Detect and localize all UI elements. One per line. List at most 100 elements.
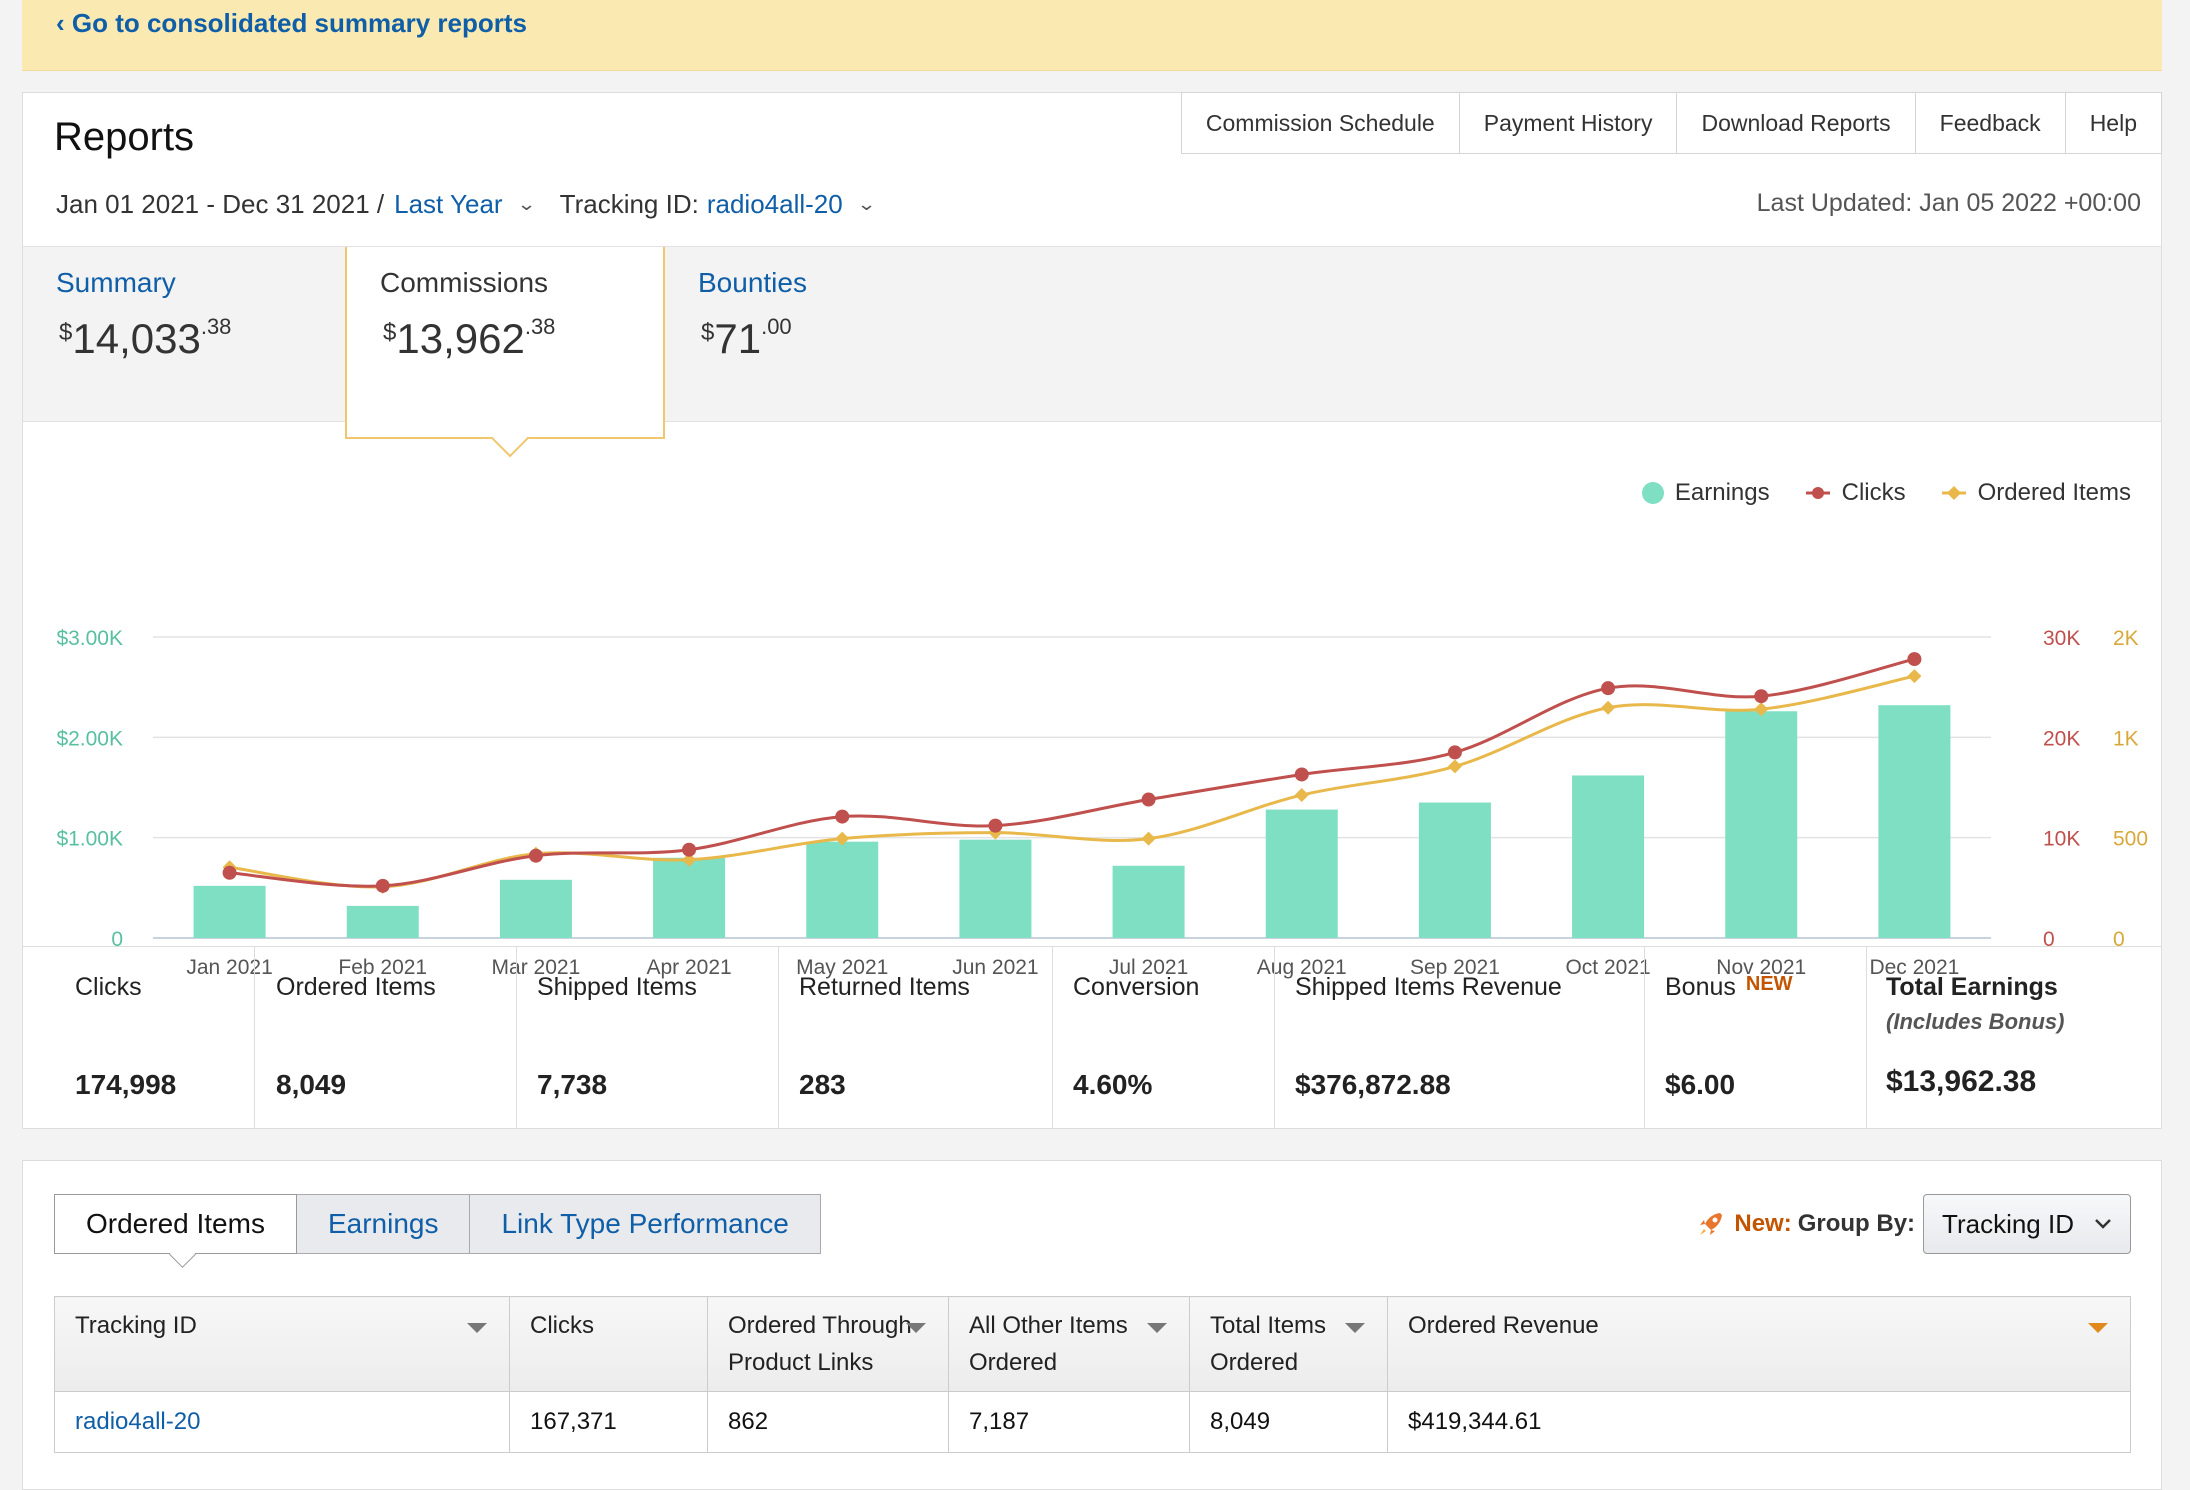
- x-tick-label: May 2021: [796, 956, 888, 979]
- chevron-down-icon[interactable]: ⌄: [516, 194, 536, 214]
- ordered-items-point: [1447, 759, 1462, 774]
- stat-shipped-items: Shipped Items 7,738: [517, 947, 779, 1129]
- rocket-icon: [1700, 1213, 1723, 1235]
- legend-ordered-items[interactable]: Ordered Items: [1940, 479, 2131, 507]
- earnings-bar: [1265, 809, 1338, 938]
- tracking-id-link[interactable]: radio4all-20: [75, 1408, 201, 1435]
- col-ordered-revenue[interactable]: Ordered Revenue: [1387, 1296, 2131, 1392]
- commissions-amount: $13,962.38: [383, 314, 556, 362]
- consolidated-reports-link[interactable]: ‹ Go to consolidated summary reports: [56, 8, 527, 38]
- payment-history-link[interactable]: Payment History: [1459, 92, 1678, 154]
- ordered-items-point: [1601, 700, 1616, 715]
- chevron-down-icon[interactable]: ⌄: [856, 194, 877, 214]
- report-table-card: Ordered Items Earnings Link Type Perform…: [22, 1160, 2162, 1490]
- tab-summary[interactable]: Summary $14,033.38: [23, 247, 343, 437]
- chevron-down-icon: [2095, 1219, 2111, 1229]
- stat-total-earnings: Total Earnings (Includes Bonus) $13,962.…: [1886, 973, 2065, 1098]
- ordered-items-point: [835, 831, 850, 846]
- y-left-tick: $1.00K: [56, 828, 123, 851]
- tab-bounties[interactable]: Bounties $71.00: [665, 247, 985, 437]
- table-row: radio4all-20 167,371 862 7,187 8,049 $41…: [54, 1391, 2131, 1453]
- chart-legend: Earnings Clicks Ordered Items: [1641, 479, 2131, 507]
- sort-arrow-icon: [1345, 1323, 1365, 1333]
- col-clicks[interactable]: Clicks: [509, 1296, 708, 1392]
- y-right-ordered-tick: 0: [2113, 928, 2125, 951]
- last-updated: Last Updated: Jan 05 2022 +00:00: [1756, 189, 2141, 217]
- help-link[interactable]: Help: [2065, 92, 2162, 154]
- x-tick-label: Oct 2021: [1565, 956, 1650, 979]
- tracking-id-label: Tracking ID:: [559, 189, 699, 219]
- sort-arrow-icon: [2088, 1323, 2108, 1333]
- earnings-bar: [1878, 705, 1951, 938]
- earnings-bar: [1725, 711, 1798, 938]
- sort-arrow-icon: [467, 1323, 487, 1333]
- legend-clicks[interactable]: Clicks: [1804, 479, 1906, 507]
- tab-commissions[interactable]: Commissions $13,962.38: [345, 247, 665, 458]
- feedback-link[interactable]: Feedback: [1915, 92, 2066, 154]
- clicks-line: [229, 657, 1915, 888]
- tab-summary-label: Summary: [56, 267, 176, 298]
- clicks-point: [528, 848, 543, 863]
- y-right-clicks-tick: 0: [2043, 928, 2055, 951]
- stat-clicks: Clicks 174,998: [23, 947, 255, 1129]
- tracking-id-dropdown[interactable]: radio4all-20: [706, 189, 843, 219]
- summary-amount: $14,033.38: [59, 314, 232, 362]
- legend-earnings[interactable]: Earnings: [1641, 479, 1770, 507]
- cell-ordered-revenue: $419,344.61: [1387, 1391, 2131, 1453]
- clicks-point: [1907, 652, 1922, 667]
- cell-other-items: 7,187: [948, 1391, 1190, 1453]
- stat-shipped-revenue: Shipped Items Revenue $376,872.88: [1275, 947, 1645, 1129]
- x-tick-label: Jun 2021: [952, 956, 1038, 979]
- clicks-point: [222, 865, 237, 880]
- col-total-items[interactable]: Total Items Ordered: [1189, 1296, 1388, 1392]
- x-tick-label: Sep 2021: [1410, 956, 1500, 979]
- clicks-line-icon: [1805, 487, 1830, 499]
- notice-banner: ‹ Go to consolidated summary reports: [22, 0, 2162, 71]
- clicks-point: [1294, 767, 1309, 782]
- col-other-items[interactable]: All Other Items Ordered: [948, 1296, 1190, 1392]
- earnings-bar: [806, 841, 879, 938]
- clicks-point: [1601, 681, 1616, 696]
- stat-conversion: Conversion 4.60%: [1053, 947, 1275, 1129]
- tab-earnings[interactable]: Earnings: [296, 1194, 471, 1254]
- col-tracking-id[interactable]: Tracking ID: [54, 1296, 510, 1392]
- y-right-ordered-tick: 500: [2113, 828, 2148, 851]
- reports-card: Reports Commission Schedule Payment Hist…: [22, 92, 2162, 1129]
- y-right-ordered-tick: 2K: [2113, 627, 2139, 650]
- ordered-items-point: [1294, 788, 1309, 803]
- commission-schedule-link[interactable]: Commission Schedule: [1180, 92, 1460, 154]
- period-dropdown[interactable]: Last Year: [394, 189, 503, 219]
- new-label: New:: [1734, 1210, 1792, 1237]
- clicks-point: [1141, 792, 1156, 807]
- ordered-items-line: [229, 674, 1915, 889]
- earnings-bar: [959, 839, 1032, 938]
- report-type-tabs: Ordered Items Earnings Link Type Perform…: [54, 1194, 821, 1254]
- ordered-items-point: [1907, 669, 1922, 684]
- y-left-tick: 0: [111, 928, 123, 951]
- y-right-clicks-tick: 20K: [2043, 727, 2080, 750]
- x-tick-label: Dec 2021: [1869, 956, 1959, 979]
- date-range: Jan 01 2021 - Dec 31 2021 /: [56, 189, 385, 219]
- earnings-bar: [193, 885, 266, 938]
- earnings-bar: [1112, 865, 1185, 938]
- sort-arrow-icon: [906, 1323, 926, 1333]
- report-nav: Commission Schedule Payment History Down…: [1180, 92, 2162, 154]
- tab-bounties-label: Bounties: [698, 267, 807, 298]
- page-title: Reports: [54, 115, 195, 159]
- summary-tabs: Summary $14,033.38 Commissions $13,962.3…: [23, 246, 2161, 458]
- bounties-amount: $71.00: [701, 314, 792, 362]
- download-reports-link[interactable]: Download Reports: [1677, 92, 1916, 154]
- stat-returned-items: Returned Items 283: [779, 947, 1053, 1129]
- col-product-links[interactable]: Ordered Through Product Links: [707, 1296, 949, 1392]
- cell-product-links: 862: [707, 1391, 949, 1453]
- tab-ordered-items[interactable]: Ordered Items: [54, 1194, 297, 1254]
- group-by-select[interactable]: Tracking ID: [1923, 1194, 2131, 1254]
- clicks-point: [375, 878, 390, 893]
- tab-link-type-performance[interactable]: Link Type Performance: [470, 1194, 821, 1254]
- report-filters: Jan 01 2021 - Dec 31 2021 / Last Year ⌄ …: [56, 189, 888, 220]
- earnings-bar: [499, 879, 572, 938]
- earnings-bar: [1418, 802, 1491, 938]
- x-tick-label: Jan 2021: [186, 956, 272, 979]
- earnings-bar: [653, 857, 726, 938]
- group-by-label: Group By:: [1797, 1210, 1916, 1237]
